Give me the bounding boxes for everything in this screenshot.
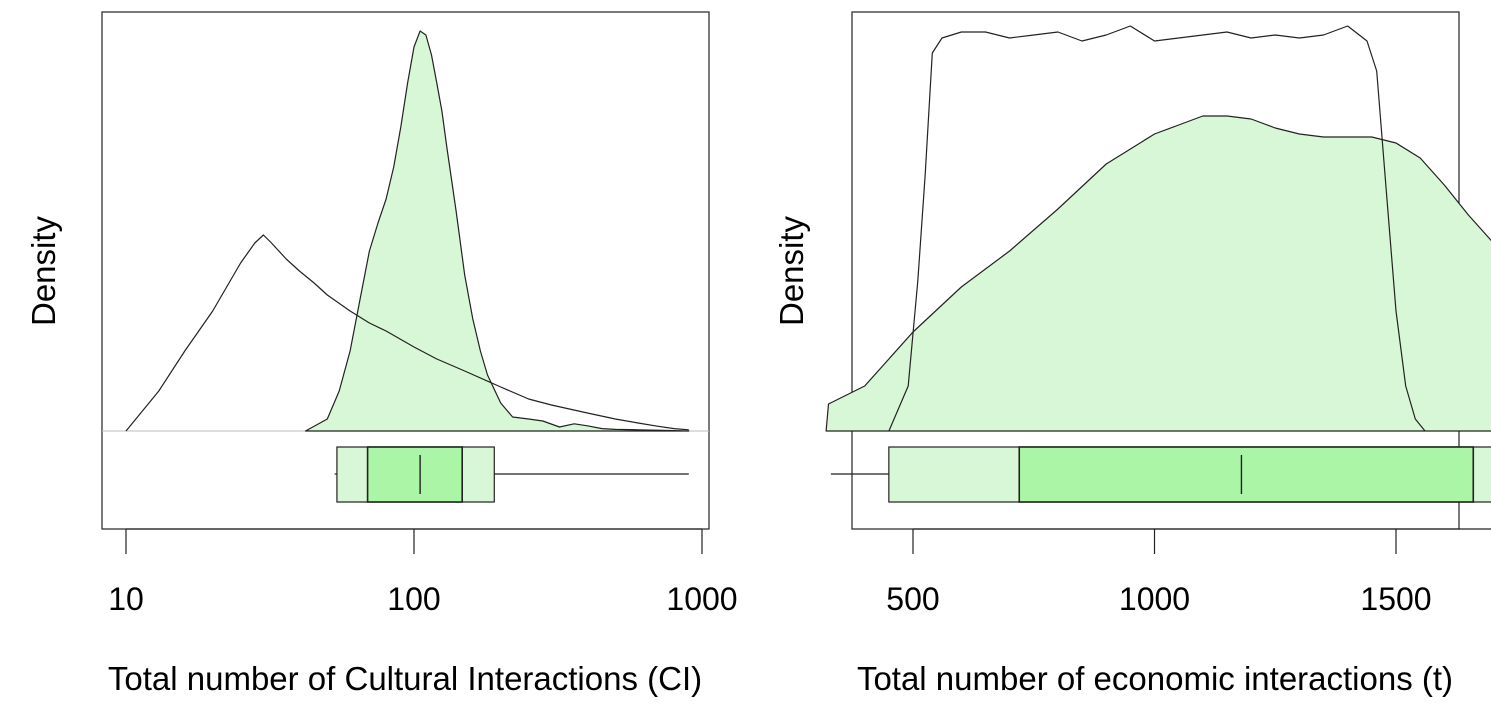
x-axis: 10 100 1000 (108, 529, 737, 617)
panel-cultural: 10 100 1000 Total number of Cultural Inter… (25, 12, 738, 697)
y-axis-label: Density (25, 215, 62, 326)
density-curve-filled (306, 31, 689, 431)
x-axis-label: Total number of Cultural Interactions (C… (108, 660, 702, 697)
x-tick-label: 100 (387, 581, 440, 617)
density-curves (826, 26, 1491, 431)
x-tick-label: 500 (886, 581, 939, 617)
density-curves (126, 31, 689, 431)
x-axis-label: Total number of economic interactions (t… (857, 660, 1453, 697)
x-axis: 5001000150020002500 (886, 529, 1491, 617)
boxplot (335, 447, 689, 502)
x-tick-label: 1500 (1360, 581, 1431, 617)
boxplot (831, 447, 1491, 502)
box-inner (1019, 447, 1473, 502)
box-inner (368, 447, 463, 502)
x-tick-label: 1000 (666, 581, 737, 617)
panel-economic: 5001000150020002500 Total number of econ… (773, 12, 1491, 697)
x-tick-label: 10 (108, 581, 144, 617)
x-tick-label: 1000 (1119, 581, 1190, 617)
y-axis-label: Density (773, 215, 810, 326)
